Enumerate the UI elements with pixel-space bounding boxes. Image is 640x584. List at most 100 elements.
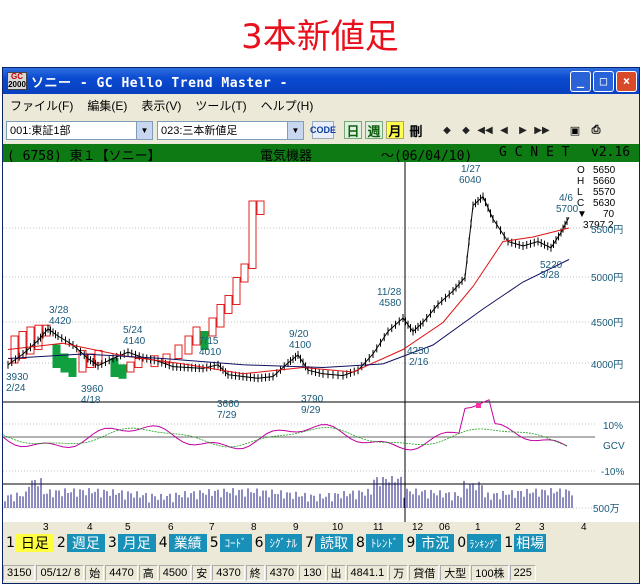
annotation-label: 3660	[217, 399, 240, 410]
month-tick: 1	[475, 522, 481, 533]
status-unit: 100株	[471, 565, 509, 581]
status-date: 05/12/ 8	[36, 565, 85, 581]
monthly-button[interactable]: 月	[386, 121, 404, 139]
chevron-down-icon[interactable]: ▼	[287, 121, 303, 139]
break-box	[248, 200, 257, 269]
ohlc-label: C	[577, 198, 584, 209]
month-tick: 2	[515, 522, 521, 533]
break-box	[184, 335, 193, 355]
month-tick: 9	[293, 522, 299, 533]
annotation-label: 9/29	[301, 405, 321, 416]
chart-type-select[interactable]: 023:三本新値足 ▼	[157, 120, 304, 140]
price-axis: 5500円 5000円 4500円 4000円 10% GCV -10% 500…	[591, 225, 625, 515]
next-code-icon[interactable]: ◆	[462, 124, 470, 136]
status-close-label: 終	[245, 565, 265, 581]
month-axis: 3 4 5 6 7 8 9 10 11 12 06 1 2 3 4	[3, 522, 639, 533]
tab-label: ｼｸﾞﾅﾙ	[264, 534, 303, 552]
menu-view[interactable]: 表示(V)	[141, 98, 182, 113]
break-box	[134, 358, 143, 368]
prev-code-icon[interactable]: ◆	[443, 124, 451, 136]
annotation-label: 7/29	[217, 410, 237, 421]
scroll-last-icon[interactable]: ▶▶	[534, 124, 550, 136]
annotation-label: 4420	[49, 316, 72, 327]
status-low: 4370	[212, 565, 245, 581]
annotation-label: 3790	[301, 394, 324, 405]
annotation-label: 3/28	[49, 305, 69, 316]
price-tick-label: 5000円	[591, 273, 623, 284]
tab-number: 0	[457, 535, 467, 551]
break-box	[232, 277, 241, 305]
tab-number: 7	[305, 535, 314, 551]
scroll-prev-icon[interactable]: ◀	[500, 124, 508, 136]
annotation-label: 3930	[6, 372, 29, 383]
tab-monthly[interactable]: 3 月足	[105, 533, 156, 553]
menu-help[interactable]: ヘルプ(H)	[260, 98, 314, 113]
status-high-label: 高	[138, 565, 158, 581]
market-select-value: 001:東証1部	[10, 125, 71, 137]
minimize-button[interactable]: _	[570, 70, 591, 92]
title-bar[interactable]: GC 2000 ソニー - GC Hello Trend Master - _ □…	[3, 68, 639, 94]
tab-label: ﾄﾚﾝﾄﾞ	[365, 534, 404, 552]
tab-trend[interactable]: 8 ﾄﾚﾝﾄﾞ	[353, 533, 404, 553]
annotation-label: 1/27	[461, 164, 481, 175]
menu-tools[interactable]: ツール(T)	[195, 98, 247, 113]
tab-market[interactable]: 9 市況	[403, 533, 455, 553]
maximize-button[interactable]: □	[593, 70, 614, 92]
menu-file[interactable]: ファイル(F)	[10, 98, 74, 113]
chart-area[interactable]: 1/27 6040 4/6 5700 3/28 4420 5/24 4140 7…	[2, 162, 639, 522]
break-box	[256, 200, 265, 215]
ohlc-label: H	[577, 176, 584, 187]
list-button[interactable]: 刪	[409, 123, 423, 139]
tab-number: 9	[406, 535, 416, 551]
annotation-label: 3/28	[540, 270, 560, 281]
ohlc-readout: O 5650 H 5660 L 5570 C 5630 ▼ 70 3797.2	[577, 165, 616, 231]
status-volume: 4841.1	[346, 565, 389, 581]
break-box	[126, 361, 135, 373]
tab-daily[interactable]: 1 日足	[3, 533, 54, 553]
month-tick: 11	[373, 522, 384, 533]
menu-edit[interactable]: 編集(E)	[87, 98, 128, 113]
ohlc-label: L	[577, 187, 583, 198]
sector-label: 電気機器	[260, 149, 313, 164]
break-box	[174, 344, 183, 359]
scroll-next-icon[interactable]: ▶	[519, 124, 527, 136]
close-button[interactable]: ×	[616, 70, 637, 92]
price-tick-label: 4500円	[591, 318, 623, 329]
tab-earnings[interactable]: 4 業績	[156, 533, 207, 553]
tab-ranking[interactable]: 0 ﾗﾝｷﾝｸﾞ	[454, 533, 502, 553]
annotation-label: 2/24	[6, 383, 26, 394]
change-value: 70	[603, 209, 615, 220]
weekly-button[interactable]: 週	[365, 121, 383, 139]
break-box	[52, 344, 61, 368]
month-tick: 6	[168, 522, 174, 533]
status-open-label: 始	[85, 565, 105, 581]
month-tick: 7	[209, 522, 215, 533]
tab-code[interactable]: 5 ｺｰﾄﾞ	[207, 533, 252, 553]
gcv-oscillator-line	[2, 399, 568, 451]
market-select[interactable]: 001:東証1部 ▼	[6, 120, 153, 140]
chevron-down-icon[interactable]: ▼	[136, 121, 152, 139]
data-date: 〜(06/04/10)	[381, 149, 473, 164]
tab-number: 1	[504, 535, 514, 551]
month-tick: 06	[439, 522, 451, 533]
tab-quote[interactable]: 1 相場	[501, 533, 547, 553]
chart-type-select-value: 023:三本新値足	[161, 125, 238, 137]
status-volume-rank: 3150	[3, 565, 36, 581]
month-tick: 3	[539, 522, 545, 533]
annotation-label: 4010	[199, 347, 222, 358]
print-icon[interactable]: ⎙	[591, 123, 601, 136]
price-line	[7, 195, 570, 379]
scroll-first-icon[interactable]: ◀◀	[477, 124, 493, 136]
annotation-label: 5700	[556, 204, 579, 215]
annotation-label: 5220	[540, 260, 563, 271]
volume-bars	[4, 476, 573, 508]
osc-tick-label: 10%	[603, 421, 623, 432]
code-button[interactable]: CODE	[310, 121, 336, 139]
tab-read[interactable]: 7 読取	[302, 533, 353, 553]
annotation-label: 4/6	[559, 193, 573, 204]
daily-button[interactable]: 日	[344, 121, 362, 139]
tab-weekly[interactable]: 2 週足	[54, 533, 105, 553]
settings-icon[interactable]: ▣	[569, 124, 581, 137]
tab-signal[interactable]: 6 ｼｸﾞﾅﾙ	[252, 533, 303, 553]
toolbar: 001:東証1部 ▼ 023:三本新値足 ▼ CODE 日 週 月 刪 ◆ ◆ …	[3, 118, 639, 142]
